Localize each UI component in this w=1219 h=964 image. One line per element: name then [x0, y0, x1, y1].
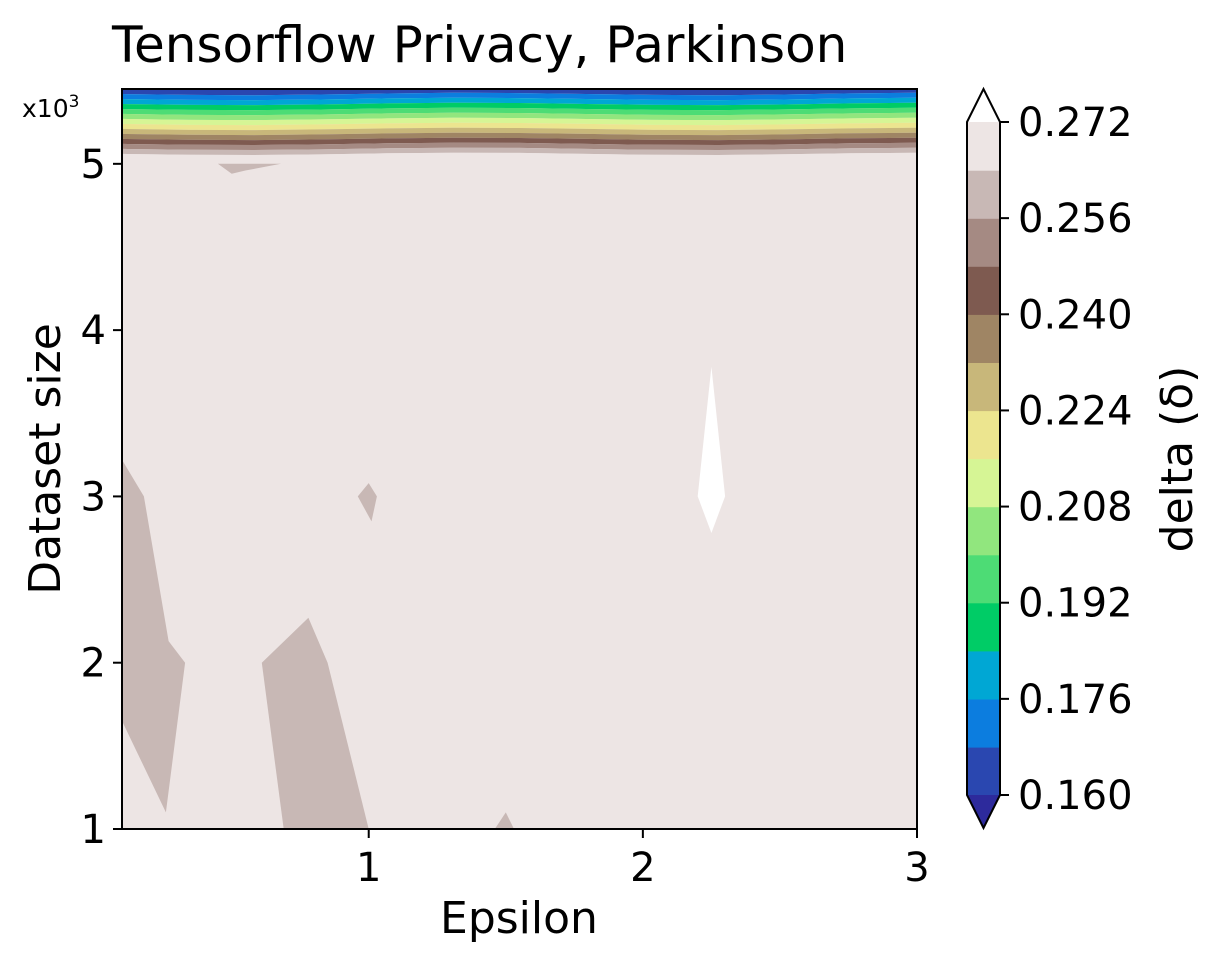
contour-region	[122, 459, 186, 813]
colorbar-tick-label: 0.272	[1018, 100, 1133, 146]
chart-title: Tensorflow Privacy, Parkinson	[111, 16, 847, 74]
contour-region	[494, 812, 514, 829]
colorbar-segment	[967, 218, 1000, 267]
contour-band	[122, 102, 917, 111]
colorbar-tick-label: 0.192	[1018, 581, 1133, 627]
y-tick-label: 1	[81, 807, 106, 853]
colorbar-under-arrow	[967, 795, 1000, 828]
colorbar-tick-label: 0.176	[1018, 677, 1133, 723]
x-tick-label: 3	[904, 845, 929, 891]
colorbar-segment	[967, 602, 1000, 652]
plot-frame	[121, 88, 918, 830]
colorbar-segment	[967, 746, 1000, 796]
contour-band	[122, 112, 917, 121]
colorbar-segment	[967, 266, 1000, 315]
contour-band	[122, 142, 917, 150]
contour-band	[122, 97, 917, 106]
colorbar-label: delta (δ)	[1152, 366, 1203, 553]
colorbar-tick-label: 0.208	[1018, 485, 1133, 531]
colorbar-segment	[967, 458, 1000, 508]
x-tick-label: 1	[356, 845, 381, 891]
y-axis-label: Dataset size	[20, 323, 71, 595]
contour-band	[122, 117, 917, 126]
colorbar-segment	[967, 506, 1000, 556]
colorbar-tick-label: 0.240	[1018, 292, 1133, 338]
colorbar-segment	[967, 314, 1000, 363]
colorbar-segment	[967, 650, 1000, 700]
colorbar: 0.160 0.176 0.192 0.208 0.224 0.240 0.256 0.272	[966, 86, 1133, 831]
contour-background	[122, 89, 917, 829]
y-tick-label: 2	[81, 641, 106, 687]
contour-band	[122, 92, 917, 101]
contour-band	[122, 147, 917, 155]
x-axis-label: Epsilon	[440, 893, 598, 944]
colorbar-over-arrow	[967, 89, 1000, 122]
contour-band	[122, 107, 917, 116]
contour-region	[261, 617, 369, 829]
contour-band	[122, 127, 917, 136]
contour-band	[122, 132, 917, 141]
colorbar-segment	[967, 362, 1000, 412]
colorbar-segment	[967, 170, 1000, 219]
colorbar-tick-label: 0.224	[1018, 388, 1133, 434]
colorbar-segment	[967, 698, 1000, 748]
x-tick-label: 2	[630, 845, 655, 891]
colorbar-segment	[967, 554, 1000, 604]
contour-band	[122, 152, 917, 165]
contour-band	[122, 89, 917, 96]
contour-fills	[122, 89, 917, 829]
contour-region	[217, 163, 281, 174]
colorbar-tick-label: 0.256	[1018, 196, 1133, 242]
x-axis: 1 2 3	[356, 829, 930, 891]
contour-region	[357, 483, 377, 522]
y-tick-label: 4	[81, 308, 106, 354]
contour-band	[122, 137, 917, 145]
y-axis: 1 2 3 4 5	[81, 142, 122, 853]
colorbar-segment	[967, 122, 1000, 171]
y-tick-label: 3	[81, 474, 106, 520]
contour-band	[122, 122, 917, 131]
colorbar-segment	[967, 410, 1000, 460]
y-multiplier-exponent: 3	[69, 92, 80, 112]
y-multiplier-label: x103	[22, 92, 79, 123]
y-tick-label: 5	[81, 142, 106, 188]
colorbar-tick-label: 0.160	[1018, 773, 1133, 819]
contour-region	[697, 366, 726, 533]
